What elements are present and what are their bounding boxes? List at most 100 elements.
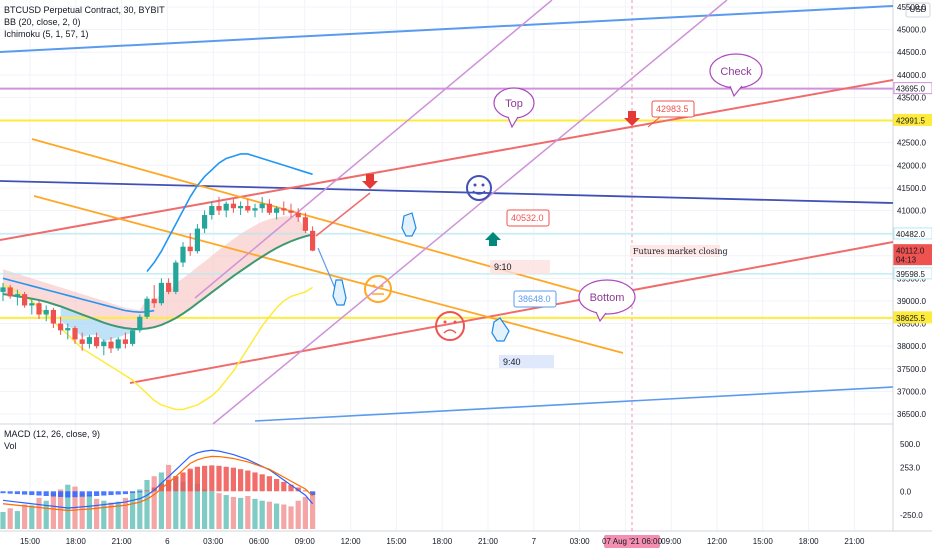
volume-bar [288, 506, 294, 529]
time-tick-label: 03:00 [570, 537, 591, 546]
legend-symbol[interactable]: BTCUSD Perpetual Contract, 30, BYBIT [4, 5, 165, 15]
macd-histogram-bar [58, 491, 64, 497]
down-arrow-red-icon [362, 174, 378, 189]
legend-bb[interactable]: BB (20, close, 2, 0) [4, 17, 81, 27]
red-upper-trendline[interactable] [0, 79, 894, 241]
candle-body [22, 294, 28, 306]
red-lower-trendline[interactable] [129, 241, 894, 384]
candle-body [259, 203, 265, 209]
futures-note-box[interactable] [630, 245, 720, 257]
legend-macd-label[interactable]: MACD (12, 26, close, 9) [4, 429, 101, 439]
volume-bar [209, 491, 215, 529]
candle-body [0, 287, 6, 292]
price-tag-box [893, 311, 932, 324]
macd-histogram-bar [187, 468, 193, 492]
candle-body [36, 303, 42, 315]
macd-histogram-bar [252, 472, 258, 492]
annotations: 9:10 9:40 Futures market closing 42983.5… [332, 53, 763, 368]
violet-channel-upper[interactable] [194, 0, 553, 299]
bubble-check[interactable]: Check [709, 53, 763, 98]
time-tick-label: 03:00 [203, 537, 224, 546]
currency-label: USD [910, 5, 927, 14]
candle-body [151, 298, 157, 304]
macd-histogram-bar [29, 491, 35, 496]
macd-legend: MACD (12, 26, close, 9) Vol [4, 428, 100, 452]
down-arrow-red-icon-2 [624, 111, 640, 126]
price-axis[interactable]: 45500.045000.044500.044000.043500.043000… [893, 3, 932, 419]
time-tick-label: 12:00 [707, 537, 728, 546]
trend-lines [0, 0, 894, 425]
volume-bar [259, 500, 265, 529]
candle-body [238, 205, 244, 209]
price-tag-label: 40482.0 [896, 230, 925, 239]
candle-body [252, 208, 258, 211]
time-tick-label: 15:00 [753, 537, 774, 546]
legend-ichimoku[interactable]: Ichimoku (5, 1, 57, 1) [4, 29, 89, 39]
hand-pointer-icon-2 [332, 279, 347, 306]
price-tag-label: 43695.0 [896, 85, 925, 94]
price-tick-label: 45000.0 [897, 26, 926, 35]
macd-histogram-bar [101, 491, 107, 496]
legend-vol[interactable]: Vol [4, 441, 17, 451]
candle-body [29, 303, 35, 306]
time-highlight-label: 07 Aug '21 06:00 [602, 537, 662, 546]
time-axis[interactable]: 15:00 18:00 21:00 6 03:00 06:00 09:00 12:00 15:0… [20, 535, 865, 548]
macd-tick-label: 253.0 [900, 463, 921, 472]
price-tick-label: 42000.0 [897, 161, 926, 170]
volume-bar [274, 503, 280, 529]
macd-histogram-bar [65, 491, 71, 498]
candle-body [216, 205, 222, 211]
bubble-top[interactable]: Top [493, 87, 535, 129]
time-box-940[interactable] [499, 355, 554, 368]
price-tick-label: 37500.0 [897, 365, 926, 374]
time-box-910[interactable] [490, 260, 550, 274]
time-tick-label: 12:00 [341, 537, 362, 546]
price-callout-38648[interactable] [513, 290, 557, 308]
candle-body [180, 246, 186, 263]
volume-bar [230, 496, 236, 529]
orange-lower-trendline[interactable] [33, 195, 624, 354]
blue-top-trendline[interactable] [0, 5, 894, 53]
macd-tick-label: 0.0 [900, 487, 912, 496]
macd-histogram-bar [137, 491, 143, 493]
bb-upper-line [146, 153, 313, 273]
price-callout-42983[interactable] [651, 100, 695, 118]
candle-body [130, 330, 136, 344]
projection-arrow [315, 192, 371, 237]
navy-trendline[interactable] [0, 180, 894, 204]
time-tick-label: 18:00 [66, 537, 87, 546]
volume-bar [137, 489, 143, 529]
price-callout-40532[interactable] [506, 209, 550, 227]
macd-signal-line [2, 455, 314, 512]
macd-histogram-bar [180, 472, 186, 492]
price-tick-label: 36500.0 [897, 410, 926, 419]
volume-bar [108, 502, 114, 529]
macd-histogram-bar [202, 465, 208, 492]
candle-body [194, 228, 200, 252]
macd-histogram-bar [86, 491, 92, 497]
bubble-bottom[interactable]: Bottom [578, 279, 636, 323]
price-tick-label: 45500.0 [897, 3, 926, 12]
volume-bar [252, 498, 258, 529]
price-callout-38648-text: 38648.0 [518, 294, 551, 304]
price-tick-label: 39000.0 [897, 297, 926, 306]
volume-bar [144, 479, 150, 529]
macd-tick-label: -250.0 [900, 511, 923, 520]
violet-channel-lower[interactable] [212, 0, 728, 425]
macd-histogram-bar [288, 484, 294, 492]
macd-histogram-bar [14, 491, 20, 495]
kijun-line [2, 233, 313, 330]
volume-bar [173, 476, 179, 529]
blue-bottom-trendline[interactable] [254, 386, 894, 422]
candle-body [209, 205, 215, 216]
candle-body [72, 328, 78, 340]
price-tick-label: 42500.0 [897, 139, 926, 148]
time-tick-label: 15:00 [386, 537, 407, 546]
price-tick-label: 38000.0 [897, 342, 926, 351]
time-tick-label: 7 [532, 537, 537, 546]
volume-bar [238, 497, 244, 529]
volume-bar [187, 470, 193, 529]
macd-histogram-bar [302, 490, 308, 492]
time-tick-label: 21:00 [844, 537, 865, 546]
